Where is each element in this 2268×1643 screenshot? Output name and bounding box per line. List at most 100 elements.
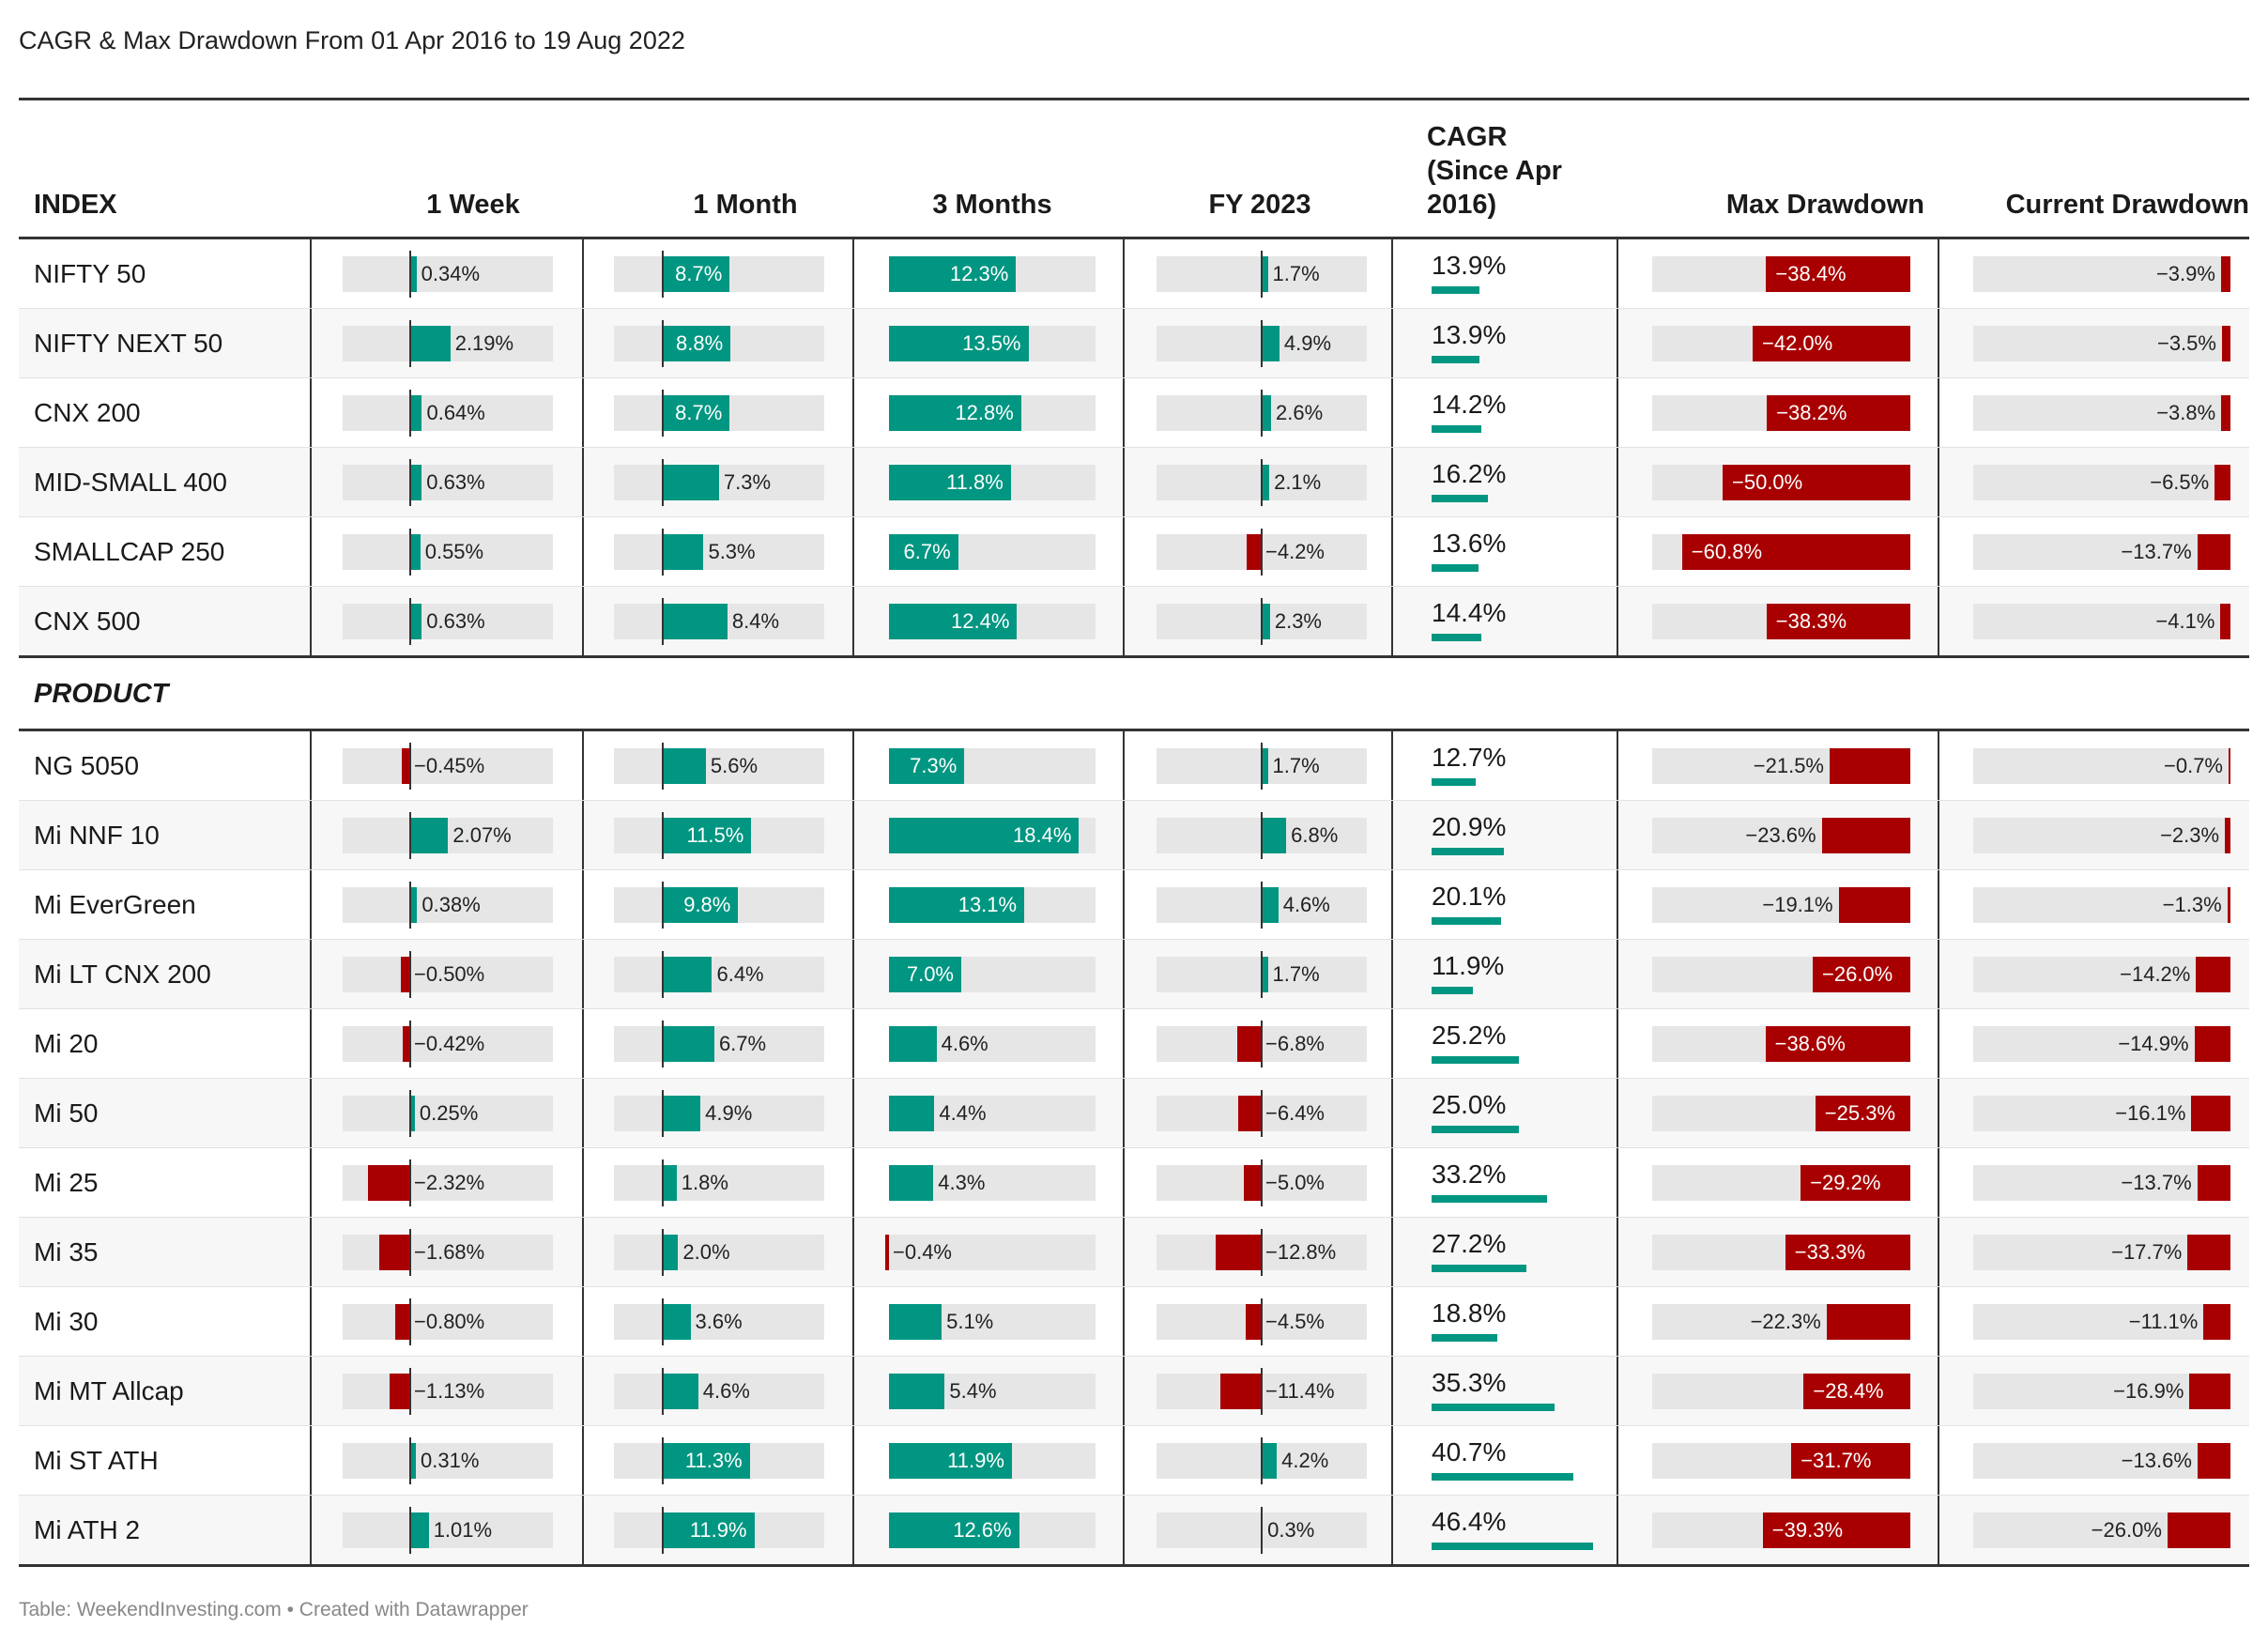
current-drawdown-cell: −3.8%: [1973, 395, 2230, 431]
table-row: Mi 35 −1.68% 2.0% −0.4% −12.8% 27.2% −33.3% −17…: [19, 1218, 2249, 1287]
row-name: Mi 30: [34, 1307, 99, 1336]
fy-2023-value: −6.8%: [1265, 1032, 1325, 1055]
week-bar: [367, 1165, 410, 1201]
three-months-value: 7.3%: [910, 754, 958, 777]
current-drawdown-cell: −11.1%: [1973, 1304, 2230, 1340]
column-separator: [1123, 1357, 1125, 1425]
current-drawdown-value: −17.7%: [2111, 1240, 2183, 1264]
row-name: CNX 200: [34, 398, 141, 427]
month-value: 6.7%: [718, 1032, 767, 1055]
row-name: Mi MT Allcap: [34, 1376, 184, 1405]
fy-2023-bar: [1215, 1235, 1262, 1270]
row-name: Mi 20: [34, 1029, 99, 1058]
month-zero-line: [662, 882, 664, 929]
fy-2023-cell: −4.5%: [1157, 1298, 1367, 1345]
fy-2023-bar: [1262, 1443, 1278, 1479]
column-separator: [310, 1079, 312, 1147]
current-drawdown-bar: [2187, 1235, 2230, 1270]
max-drawdown-cell: −21.5%: [1652, 748, 1910, 784]
column-separator: [1938, 587, 1939, 655]
row-name: NIFTY NEXT 50: [34, 329, 223, 358]
column-separator: [1391, 587, 1393, 655]
month-zero-line: [662, 951, 664, 998]
fy-2023-zero-line: [1261, 951, 1263, 998]
fy-2023-zero-line: [1261, 882, 1263, 929]
column-separator: [1617, 731, 1618, 800]
table-row: CNX 500 0.63% 8.4% 12.4% 2.3% 14.4% −38.3% −4.1…: [19, 587, 2249, 658]
three-months-bar: [889, 395, 1021, 431]
fy-2023-bar: [1236, 1026, 1262, 1062]
week-cell: −1.68%: [343, 1229, 553, 1276]
current-drawdown-cell: −3.9%: [1973, 256, 2230, 292]
column-separator: [310, 448, 312, 516]
week-cell: 0.64%: [343, 390, 553, 437]
column-separator: [1391, 731, 1393, 800]
fy-2023-zero-line: [1261, 1229, 1263, 1276]
column-separator: [582, 1079, 584, 1147]
three-months-cell: 7.3%: [889, 748, 1096, 784]
three-months-bar: [889, 818, 1080, 853]
month-value: 4.9%: [705, 1101, 753, 1125]
three-months-bar: [889, 465, 1011, 500]
column-separator: [582, 517, 584, 586]
month-bar: [663, 395, 730, 431]
table-row: Mi LT CNX 200 −0.50% 6.4% 7.0% 1.7% 11.9% −26.…: [19, 940, 2249, 1009]
column-separator: [582, 1287, 584, 1356]
max-drawdown-cell: −19.1%: [1652, 887, 1910, 923]
column-separator: [1617, 239, 1618, 308]
current-drawdown-bar: [2194, 1026, 2230, 1062]
column-separator: [1938, 1287, 1939, 1356]
column-separator: [1123, 1426, 1125, 1495]
current-drawdown-cell: −13.6%: [1973, 1443, 2230, 1479]
column-separator: [1938, 731, 1939, 800]
column-separator: [1123, 517, 1125, 586]
column-separator: [1391, 378, 1393, 447]
data-table: INDEX 1 Week 1 Month 3 Months FY 2023 CA…: [19, 98, 2249, 1567]
table-row: SMALLCAP 250 0.55% 5.3% 6.7% −4.2% 13.6% −60.8…: [19, 517, 2249, 587]
fy-2023-zero-line: [1261, 1437, 1263, 1484]
month-bar: [663, 887, 739, 923]
column-separator: [1123, 1287, 1125, 1356]
week-value: 2.07%: [452, 823, 512, 847]
column-separator: [310, 378, 312, 447]
column-separator: [310, 1009, 312, 1078]
max-drawdown-bar: [1838, 887, 1910, 923]
fy-2023-zero-line: [1261, 320, 1263, 367]
fy-2023-cell: −4.2%: [1157, 529, 1367, 576]
max-drawdown-bar: [1815, 1096, 1910, 1131]
week-zero-line: [409, 320, 411, 367]
cagr-value: 25.0%: [1432, 1090, 1507, 1119]
current-drawdown-value: −13.7%: [2121, 540, 2192, 563]
three-months-bar: [889, 1374, 945, 1409]
month-zero-line: [662, 529, 664, 576]
column-separator: [1123, 378, 1125, 447]
month-bar: [663, 748, 706, 784]
column-separator: [852, 940, 854, 1008]
week-value: −0.50%: [414, 962, 485, 986]
max-drawdown-value: −38.2%: [1776, 401, 1847, 424]
month-zero-line: [662, 320, 664, 367]
current-drawdown-cell: −17.7%: [1973, 1235, 2230, 1270]
column-separator: [1391, 1009, 1393, 1078]
week-cell: −2.32%: [343, 1159, 553, 1206]
month-value: 7.3%: [723, 470, 772, 494]
fy-2023-zero-line: [1261, 251, 1263, 298]
three-months-value: 5.4%: [949, 1379, 997, 1403]
week-bar: [410, 465, 422, 500]
cagr-value: 33.2%: [1432, 1159, 1507, 1189]
column-separator: [852, 1357, 854, 1425]
three-months-bar: [884, 1235, 889, 1270]
column-separator: [1123, 870, 1125, 939]
fy-2023-zero-line: [1261, 1090, 1263, 1137]
column-separator: [582, 801, 584, 869]
column-separator: [1391, 870, 1393, 939]
week-zero-line: [409, 598, 411, 645]
current-drawdown-cell: −1.3%: [1973, 887, 2230, 923]
month-cell: 8.7%: [614, 251, 824, 298]
column-separator: [1391, 1426, 1393, 1495]
month-value: 3.6%: [695, 1310, 743, 1333]
month-value: 2.0%: [682, 1240, 730, 1264]
column-separator: [1938, 1357, 1939, 1425]
fy-2023-bar: [1245, 1304, 1262, 1340]
current-drawdown-value: −4.1%: [2155, 609, 2215, 633]
